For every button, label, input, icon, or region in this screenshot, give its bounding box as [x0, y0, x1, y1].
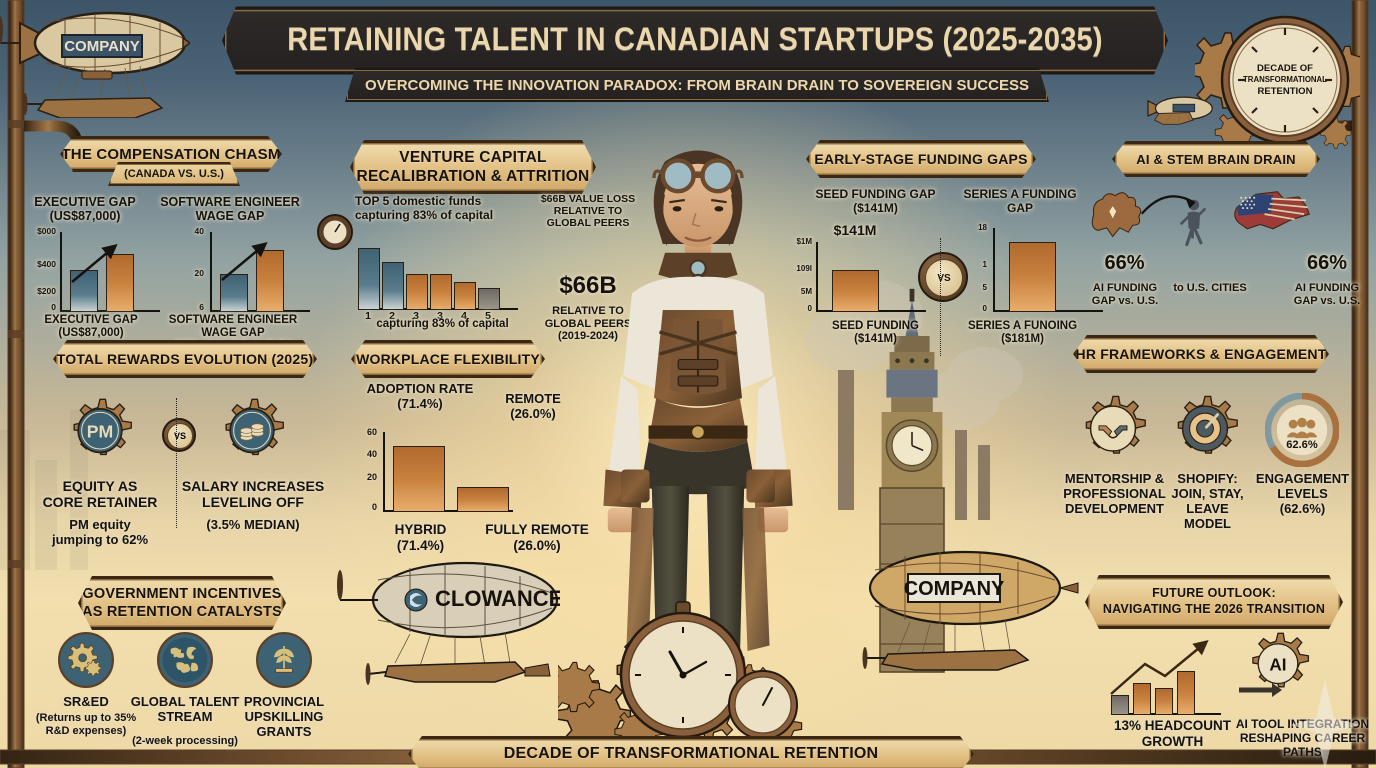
svg-text:62.6%: 62.6%	[1286, 439, 1318, 451]
svg-text:AI: AI	[1269, 654, 1286, 674]
svg-text:PM: PM	[87, 421, 114, 441]
svg-text:RETENTION: RETENTION	[1258, 86, 1313, 97]
svg-text:CLOWANCE: CLOWANCE	[435, 586, 560, 611]
svg-text:COMPANY: COMPANY	[904, 578, 1005, 600]
svg-text:TRANSFORMATIONAL: TRANSFORMATIONAL	[1243, 75, 1327, 84]
svg-text:COMPANY: COMPANY	[64, 38, 140, 55]
svg-text:DECADE OF: DECADE OF	[1257, 63, 1313, 74]
